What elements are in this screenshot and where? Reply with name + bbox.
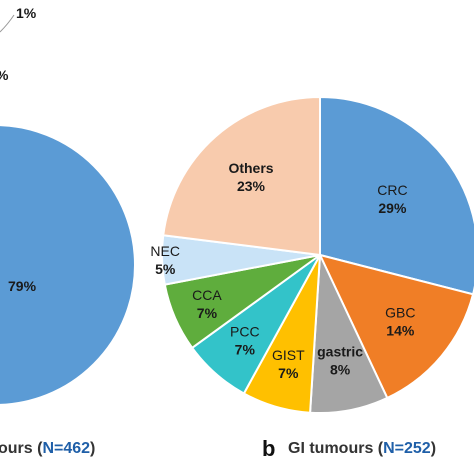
slice-name-gastric: gastric: [317, 344, 363, 360]
pie-slice-others: [162, 95, 321, 257]
slice-percent-pcc: 7%: [235, 341, 256, 357]
slice-name-gbc: GBC: [385, 305, 415, 321]
slice-percent-gbc: 14%: [386, 323, 415, 339]
slice-percent-nec: 5%: [155, 261, 176, 277]
left-pie-leader-line: [0, 14, 15, 33]
slice-name-crc: CRC: [377, 182, 407, 198]
left-caption-prefix: ours (: [0, 440, 43, 457]
right-caption-text: GI tumours (N=252): [288, 440, 436, 457]
left-pie-top-label: 1%: [16, 5, 37, 21]
right-caption: b GI tumours (N=252): [262, 436, 436, 461]
left-caption-n: N=462: [42, 440, 90, 457]
slice-percent-others: 23%: [237, 178, 266, 194]
right-pie-chart: CRC 29% GBC 14% gastric 8% GIST 7% PCC 7% CCA 7% NEC…: [150, 95, 474, 415]
slice-percent-gist: 7%: [278, 365, 299, 381]
left-pie-side-label: %: [0, 67, 9, 83]
left-caption-close: ): [90, 440, 95, 457]
slice-name-cca: CCA: [192, 287, 222, 303]
left-pie-main-slice: [0, 124, 136, 406]
right-caption-close: ): [431, 440, 436, 457]
left-pie-main-label: 79%: [8, 278, 37, 294]
panel-letter-b: b: [262, 436, 275, 461]
pie-slice-crc: [319, 95, 474, 296]
slice-percent-crc: 29%: [378, 200, 407, 216]
slice-name-gist: GIST: [272, 347, 305, 363]
right-caption-prefix: GI tumours (: [288, 440, 384, 457]
slice-name-others: Others: [228, 160, 273, 176]
slice-name-nec: NEC: [150, 243, 180, 259]
right-caption-n: N=252: [383, 440, 431, 457]
slice-percent-cca: 7%: [197, 305, 218, 321]
left-pie-chart: 79% 1% %: [0, 5, 136, 406]
slice-name-pcc: PCC: [230, 323, 260, 339]
pie-slice-gbc: [318, 253, 474, 400]
left-caption-text: ours (N=462): [0, 440, 95, 457]
slice-percent-gastric: 8%: [330, 362, 351, 378]
left-caption: ours (N=462): [0, 440, 95, 457]
